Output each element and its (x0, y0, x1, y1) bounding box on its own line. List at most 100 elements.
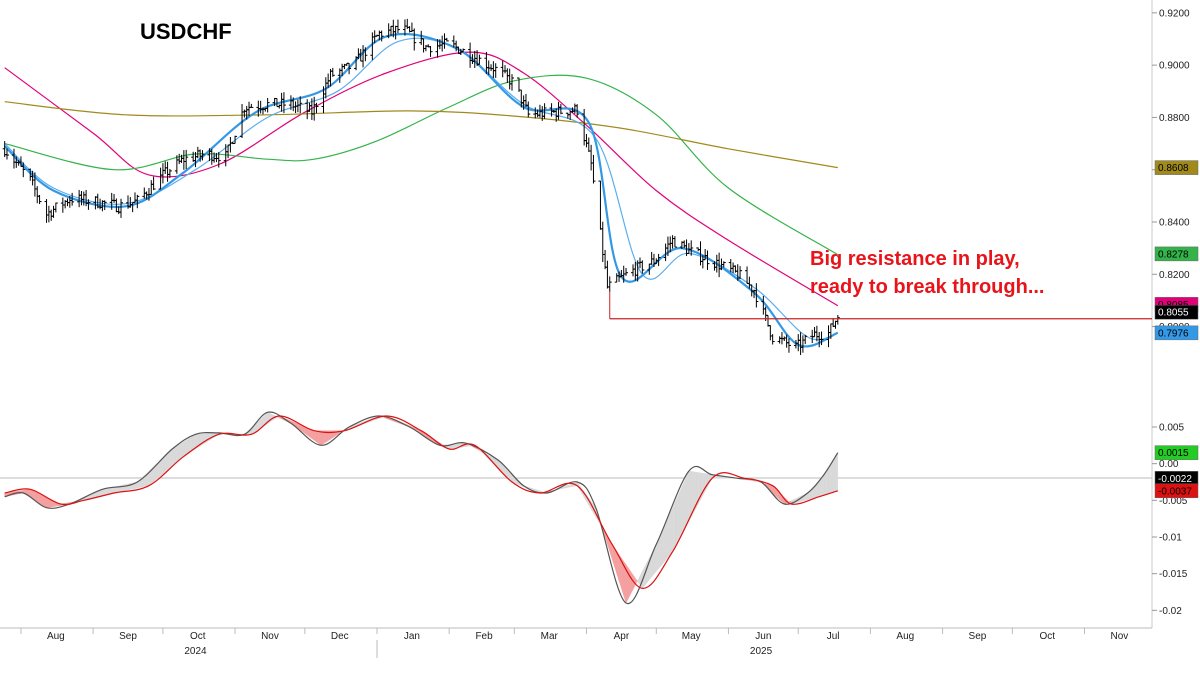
oscillator-tag: -0.0037 (1154, 483, 1199, 499)
ohlc-bar (600, 221, 605, 263)
tag-box (1154, 483, 1199, 499)
tag-box (1154, 304, 1199, 320)
ohlc-bar (102, 200, 107, 211)
ohlc-bar (461, 48, 466, 53)
ohlc-bar (575, 104, 580, 118)
ohlc-bar (295, 99, 300, 113)
tag-label: 0.0015 (1158, 448, 1189, 459)
ohlc-bar (556, 101, 561, 120)
osc-tick-label: 0.005 (1159, 423, 1184, 434)
ohlc-bar (819, 331, 824, 346)
month-tick-label: Dec (331, 631, 349, 642)
ohlc-bar (167, 168, 172, 178)
ohlc-bar (51, 205, 56, 218)
oscillator-tag: -0.0022 (1154, 471, 1199, 486)
ohlc-bar (70, 192, 75, 206)
oscillator-fill (183, 439, 187, 457)
ohlc-bar (330, 67, 335, 77)
ohlc-bar (640, 260, 645, 274)
ohlc-bar (165, 161, 170, 182)
year-tick-label: 2025 (750, 646, 773, 657)
ohlc-bar (112, 193, 117, 203)
ohlc-bar (395, 19, 400, 34)
price-tick-label: 0.9000 (1159, 61, 1190, 72)
oscillator-fill (37, 492, 40, 504)
month-tick-label: Mar (541, 631, 559, 642)
oscillator-fill (167, 450, 171, 471)
oscillator-fill (663, 523, 666, 564)
osc-tick-label: 0.00 (1159, 459, 1179, 470)
ohlc-bar (614, 273, 619, 283)
osc-tick-label: -0.01 (1159, 533, 1182, 544)
ohlc-bar (670, 235, 675, 249)
oscillator-line-fast (4, 411, 839, 604)
ohlc-bar (265, 97, 270, 113)
ohlc-bar (281, 92, 286, 114)
tag-label: 0.8278 (1158, 249, 1189, 260)
month-tick-label: Aug (896, 631, 914, 642)
year-tick-label: 2024 (184, 646, 207, 657)
oscillator-fill (565, 485, 569, 489)
osc-tick-label: -0.02 (1159, 606, 1182, 617)
ohlc-bar (444, 37, 449, 42)
ohlc-bar (798, 332, 803, 356)
ohlc-bar (796, 334, 801, 352)
ohlc-bar (200, 150, 205, 161)
oscillator-tag: 0.0015 (1154, 445, 1199, 460)
price-tag: 0.8608 (1154, 160, 1199, 175)
tag-box (1154, 246, 1199, 262)
oscillator-fill (313, 430, 317, 443)
oscillator-fill (630, 570, 634, 595)
oscillator-fill (165, 452, 168, 473)
ohlc-bar (526, 101, 531, 118)
osc-tick-label: -0.005 (1159, 496, 1188, 507)
ohlc-bar (135, 194, 140, 209)
tag-box (1154, 325, 1199, 341)
ohlc-bar (151, 176, 156, 191)
ohlc-bar (249, 103, 254, 108)
ohlc-bar (363, 47, 368, 62)
ohlc-bar (682, 240, 687, 249)
ohlc-bar (721, 261, 726, 268)
ohlc-bar (228, 136, 233, 153)
ohlc-bar (833, 320, 838, 329)
tag-label: -0.0037 (1158, 486, 1192, 497)
month-tick-label: Nov (1111, 631, 1129, 642)
ohlc-bar (591, 154, 596, 184)
ohlc-bar (768, 325, 773, 341)
ohlc-bar (412, 28, 417, 51)
oscillator-fill (665, 518, 669, 561)
ohlc-bar (361, 45, 366, 68)
oscillator-fill (169, 448, 173, 469)
oscillator-fill (453, 443, 457, 449)
ohlc-bar (491, 61, 496, 78)
ohlc-bar (510, 74, 514, 91)
ohlc-bar (503, 65, 508, 74)
oscillator-fill (688, 470, 692, 522)
ohlc-bar (477, 54, 482, 65)
ohlc-bar (831, 318, 836, 327)
moving-average-line (4, 51, 839, 307)
ohlc-bar (803, 334, 808, 345)
ohlc-bar (195, 146, 200, 159)
price-tag: 0.8278 (1154, 246, 1199, 262)
month-tick-label: Apr (614, 631, 630, 642)
tag-label: -0.0022 (1158, 474, 1192, 485)
oscillator-fill (684, 476, 687, 531)
ohlc-bar (216, 151, 221, 168)
ohlc-bar (738, 266, 743, 280)
moving-average-line (4, 101, 838, 169)
oscillator-fill (320, 430, 324, 446)
ohlc-bar (558, 103, 563, 115)
month-tick-label: Sep (969, 631, 987, 642)
ohlc-bar (766, 314, 770, 327)
price-tag: 0.7976 (1154, 325, 1199, 341)
ohlc-bar (44, 199, 49, 223)
ohlc-bar (542, 103, 547, 119)
tag-label: 0.8608 (1158, 163, 1189, 174)
ohlc-bar (4, 148, 9, 160)
oscillator-fill (681, 481, 685, 535)
oscillator-fill (832, 455, 836, 493)
price-tick-label: 0.8400 (1159, 217, 1190, 228)
